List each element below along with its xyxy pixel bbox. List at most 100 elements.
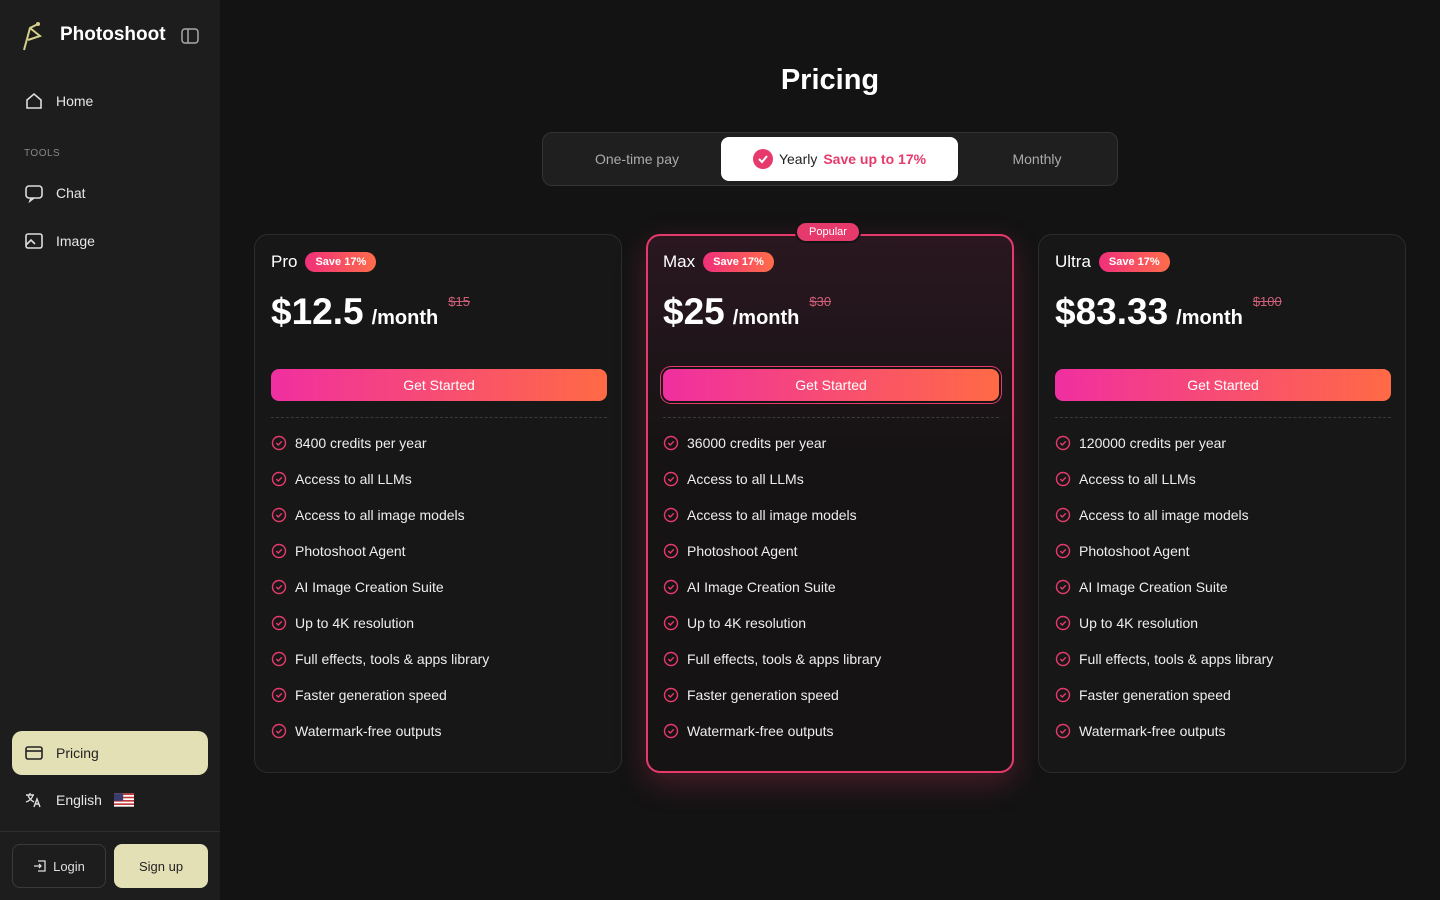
check-icon — [1055, 615, 1071, 631]
feature: Photoshoot Agent — [1055, 541, 1190, 561]
chat-icon — [25, 185, 43, 203]
plan-card: Pro Save 17% $12.5/month $15 Get Started 8400… — [254, 234, 622, 773]
nav-home[interactable]: Home — [12, 81, 208, 121]
check-icon — [271, 687, 287, 703]
old-price: $100 — [1252, 294, 1282, 309]
feature: Full effects, tools & apps library — [1055, 649, 1273, 669]
feature: Faster generation speed — [1055, 685, 1231, 705]
feature-label: Up to 4K resolution — [295, 615, 415, 631]
tab-label: Monthly — [1012, 151, 1062, 167]
feature: Up to 4K resolution — [663, 613, 806, 633]
feature: Watermark-free outputs — [663, 721, 834, 741]
flag-icon — [113, 793, 134, 807]
tab-note: Save up to 17% — [823, 151, 927, 167]
image-icon — [25, 233, 43, 249]
feature: Photoshoot Agent — [663, 541, 798, 561]
check-icon — [663, 723, 679, 739]
home-icon — [26, 92, 42, 109]
check-icon — [1055, 687, 1071, 703]
feature-label: Watermark-free outputs — [1079, 723, 1226, 739]
price-amount: $83.33 — [1055, 291, 1169, 332]
check-icon — [1055, 543, 1071, 559]
button-label: Get Started — [795, 377, 867, 393]
old-price: $15 — [448, 294, 470, 309]
page-title: Pricing — [780, 64, 880, 96]
check-icon — [271, 651, 287, 667]
button-label: Sign up — [138, 858, 184, 874]
check-icon — [271, 723, 287, 739]
check-icon — [271, 435, 287, 451]
tab-active[interactable]: Yearly Save up to 17% — [721, 137, 958, 181]
feature-label: Full effects, tools & apps library — [1079, 651, 1274, 667]
save-badge: Save 17% — [703, 252, 774, 272]
price-period: /month — [1176, 307, 1243, 329]
feature-label: Photoshoot Agent — [1079, 543, 1190, 559]
feature-label: Up to 4K resolution — [687, 615, 807, 631]
check-icon — [271, 543, 287, 559]
check-icon — [1055, 723, 1071, 739]
button-label: Get Started — [1187, 377, 1259, 393]
price-period: /month — [732, 307, 800, 329]
tab[interactable]: One-time pay — [551, 137, 723, 181]
check-icon — [752, 149, 773, 169]
feature-label: Faster generation speed — [1079, 687, 1231, 703]
feature-label: Faster generation speed — [295, 687, 447, 703]
check-icon — [663, 651, 679, 667]
feature: Up to 4K resolution — [1055, 613, 1198, 633]
check-icon — [663, 579, 679, 595]
price-amount: $12.5 — [271, 291, 364, 332]
feature-label: Full effects, tools & apps library — [687, 651, 882, 667]
price-amount: $25 — [663, 291, 725, 332]
get-started-button[interactable]: Get Started — [663, 369, 999, 401]
check-icon — [1055, 651, 1071, 667]
feature-label: AI Image Creation Suite — [687, 579, 836, 595]
feature-label: Watermark-free outputs — [687, 723, 834, 739]
feature-label: AI Image Creation Suite — [1079, 579, 1228, 595]
feature-label: Access to all image models — [295, 507, 465, 523]
feature: Watermark-free outputs — [271, 721, 442, 741]
check-icon — [271, 615, 287, 631]
get-started-button[interactable]: Get Started — [271, 369, 607, 401]
nav-pricing[interactable]: Pricing — [12, 731, 208, 775]
check-icon — [271, 471, 287, 487]
divider — [0, 831, 220, 832]
feature: Access to all LLMs — [663, 469, 804, 489]
feature: Access to all LLMs — [1055, 469, 1196, 489]
nav-label: Pricing — [56, 745, 99, 761]
feature-label: Up to 4K resolution — [1079, 615, 1199, 631]
feature-label: Access to all image models — [1079, 507, 1249, 523]
feature: Watermark-free outputs — [1055, 721, 1226, 741]
divider — [663, 417, 999, 418]
collapse-icon[interactable] — [181, 28, 199, 44]
feature: Access to all image models — [663, 505, 857, 525]
login-button[interactable]: Login — [12, 844, 106, 888]
feature: Faster generation speed — [271, 685, 447, 705]
check-icon — [1055, 471, 1071, 487]
feature: AI Image Creation Suite — [663, 577, 836, 597]
check-icon — [663, 687, 679, 703]
plan-card: Ultra Save 17% $83.33/month $100 Get Started… — [1038, 234, 1406, 773]
feature-label: Access to all LLMs — [295, 471, 412, 487]
button-label: Login — [53, 858, 85, 874]
get-started-button[interactable]: Get Started — [1055, 369, 1391, 401]
feature-label: Photoshoot Agent — [687, 543, 798, 559]
plan-name: Pro — [271, 252, 298, 271]
language-select[interactable]: English — [12, 780, 208, 820]
plan-card: Max Save 17% $25/month $30 Get Started 36000 … — [646, 234, 1014, 773]
nav-chat[interactable]: Chat — [12, 173, 208, 213]
nav-image[interactable]: Image — [12, 221, 208, 261]
feature-label: Faster generation speed — [687, 687, 839, 703]
plan-name: Max — [663, 252, 696, 271]
nav-label: Chat — [56, 185, 86, 201]
price: $12.5/month $15 — [271, 291, 470, 333]
divider — [1055, 417, 1391, 418]
section-label: TOOLS — [24, 148, 61, 159]
feature-label: Photoshoot Agent — [295, 543, 406, 559]
feature-label: 120000 credits per year — [1079, 435, 1227, 451]
tab[interactable]: Monthly — [953, 137, 1121, 181]
price-period: /month — [371, 307, 439, 329]
signup-button[interactable]: Sign up — [114, 844, 208, 888]
button-label: Get Started — [403, 377, 475, 393]
feature: 36000 credits per year — [663, 433, 826, 453]
feature-label: Access to all LLMs — [687, 471, 804, 487]
